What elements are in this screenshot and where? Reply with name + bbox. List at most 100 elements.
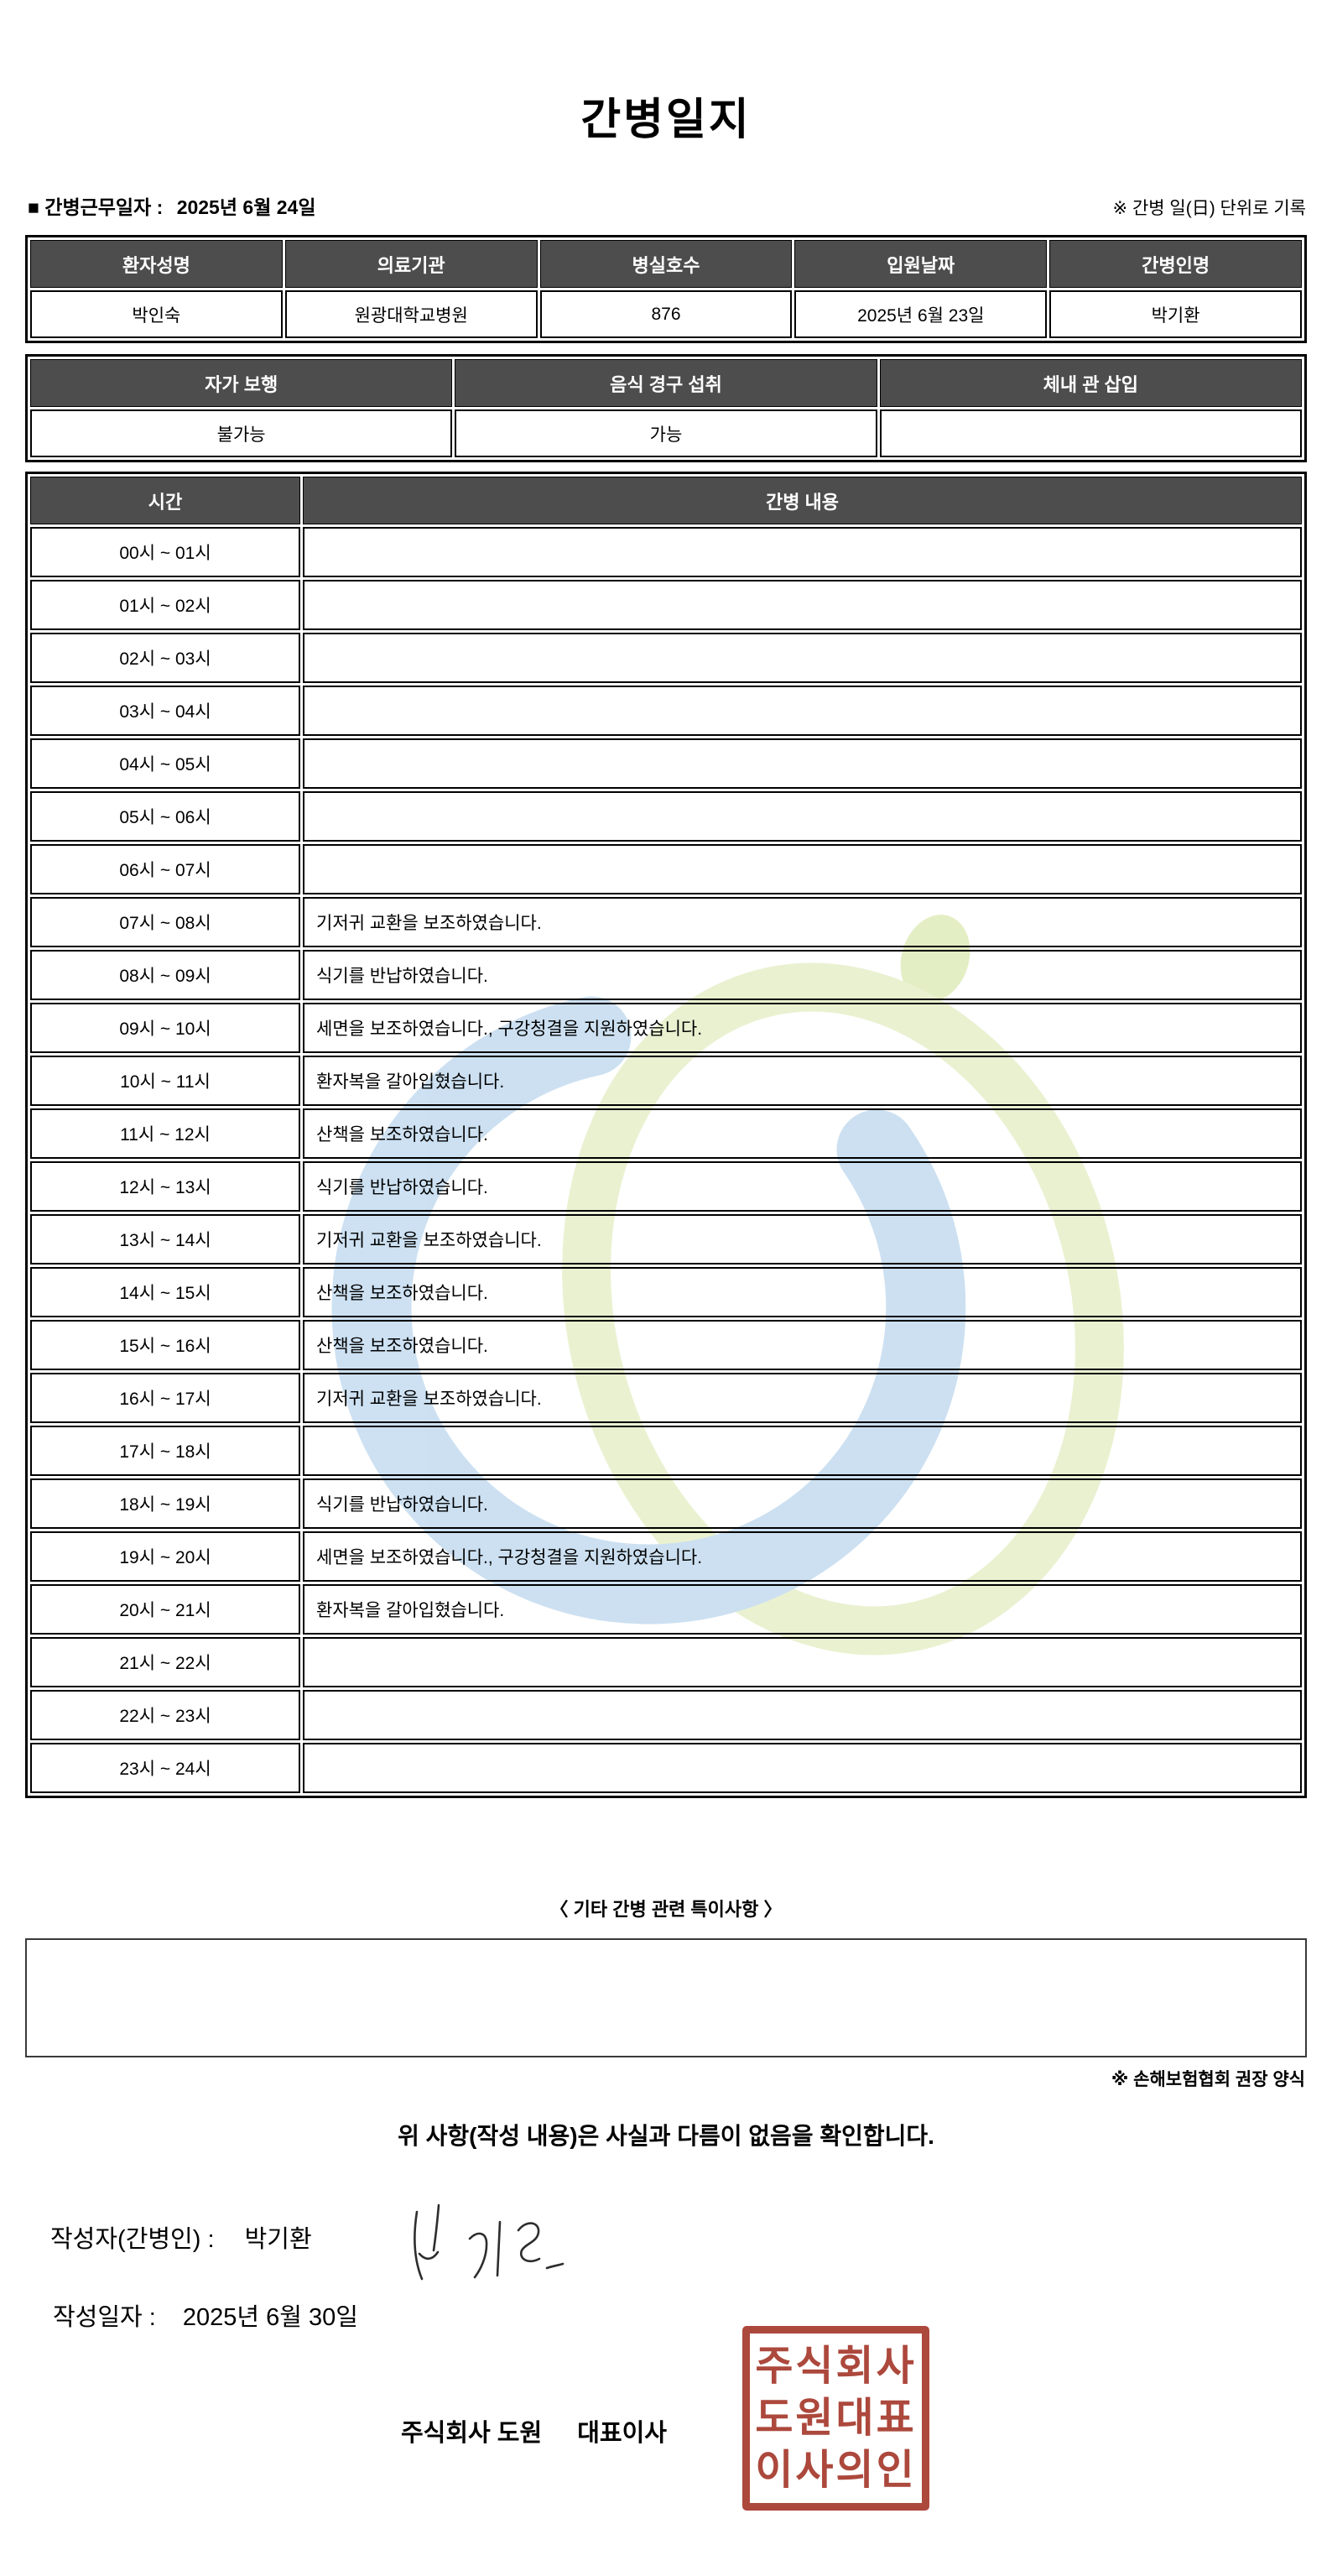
log-row: 12시 ~ 13시 식기를 반납하였습니다. [30,1161,1302,1212]
log-row: 10시 ~ 11시 환자복을 갈아입혔습니다. [30,1056,1302,1106]
log-time: 22시 ~ 23시 [30,1690,300,1740]
log-time: 14시 ~ 15시 [30,1267,300,1317]
log-content: 기저귀 교환을 보조하였습니다. [303,1373,1302,1423]
log-content: 세면을 보조하였습니다., 구강청결을 지원하였습니다. [303,1003,1302,1053]
log-row: 22시 ~ 23시 [30,1690,1302,1740]
log-row: 09시 ~ 10시 세면을 보조하였습니다., 구강청결을 지원하였습니다. [30,1003,1302,1053]
page-title: 간병일지 [580,96,752,144]
log-row: 11시 ~ 12시 산책을 보조하였습니다. [30,1108,1302,1159]
caregiver-name: 박기환 [1049,290,1302,338]
special-notes-title: 〈 기타 간병 관련 특이사항 〉 [549,1899,783,1920]
log-row: 04시 ~ 05시 [30,738,1302,789]
log-content: 식기를 반납하였습니다. [303,950,1302,1000]
log-content: 기저귀 교환을 보조하였습니다. [303,1214,1302,1265]
company-name: 주식회사 도원 [401,2420,543,2447]
log-row: 08시 ~ 09시 식기를 반납하였습니다. [30,950,1302,1000]
log-row: 17시 ~ 18시 [30,1426,1302,1476]
seal-line: 주식회사 [755,2344,917,2389]
log-time: 11시 ~ 12시 [30,1108,300,1159]
log-row: 07시 ~ 08시 기저귀 교환을 보조하였습니다. [30,897,1302,947]
log-row: 20시 ~ 21시 환자복을 갈아입혔습니다. [30,1584,1302,1635]
log-content [303,791,1302,842]
confirmation-statement: 위 사항(작성 내용)은 사실과 다름이 없음을 확인합니다. [398,2123,934,2149]
log-content: 환자복을 갈아입혔습니다. [303,1584,1302,1635]
meta-row: ■ 간병근무일자 : 2025년 6월 24일 ※ 간병 일(日) 단위로 기록 [28,191,1306,220]
special-notes-box [25,1938,1307,2057]
log-time: 08시 ~ 09시 [30,950,300,1000]
col-header-patient-name: 환자성명 [30,240,283,288]
col-header-care-content: 간병 내용 [303,477,1302,524]
log-time: 19시 ~ 20시 [30,1531,300,1582]
log-content [303,633,1302,683]
log-content: 식기를 반납하였습니다. [303,1161,1302,1212]
log-time: 03시 ~ 04시 [30,686,300,736]
log-time: 20시 ~ 21시 [30,1584,300,1635]
col-header-time: 시간 [30,477,300,524]
log-time: 21시 ~ 22시 [30,1637,300,1687]
work-date-value: 2025년 6월 24일 [176,196,316,218]
log-row: 18시 ~ 19시 식기를 반납하였습니다. [30,1478,1302,1529]
status-value-row: 불가능 가능 [30,409,1302,457]
log-time: 02시 ~ 03시 [30,633,300,683]
log-row: 23시 ~ 24시 [30,1743,1302,1793]
log-time: 17시 ~ 18시 [30,1426,300,1476]
log-time: 09시 ~ 10시 [30,1003,300,1053]
log-content [303,1690,1302,1740]
tube-insertion-value [879,409,1302,457]
log-time: 05시 ~ 06시 [30,791,300,842]
log-row: 19시 ~ 20시 세면을 보조하였습니다., 구강청결을 지원하였습니다. [30,1531,1302,1582]
written-date-line: 작성일자 : 2025년 6월 30일 [53,2297,358,2333]
log-content [303,1426,1302,1476]
log-row: 21시 ~ 22시 [30,1637,1302,1687]
author-name: 박기환 [244,2226,312,2253]
log-row: 03시 ~ 04시 [30,686,1302,736]
room-number: 876 [539,290,793,338]
col-header-admission-date: 입원날짜 [794,240,1048,288]
log-row: 06시 ~ 07시 [30,844,1302,894]
log-content [303,686,1302,736]
log-time: 06시 ~ 07시 [30,844,300,894]
col-header-hospital: 의료기관 [284,240,538,288]
log-header-row: 시간 간병 내용 [30,477,1302,524]
log-row: 00시 ~ 01시 [30,527,1302,577]
log-time: 04시 ~ 05시 [30,738,300,789]
log-time: 00시 ~ 01시 [30,527,300,577]
log-time: 16시 ~ 17시 [30,1373,300,1423]
written-date-label: 작성일자 : [53,2304,156,2331]
col-header-tube-insertion: 체내 관 삽입 [879,359,1302,407]
log-time: 07시 ~ 08시 [30,897,300,947]
admission-date: 2025년 6월 23일 [794,290,1048,338]
log-table-body: 00시 ~ 01시 01시 ~ 02시 02시 ~ 03시 03시 ~ 04시 04시 … [30,527,1302,1793]
unit-note: ※ 간병 일(日) 단위로 기록 [1112,199,1306,218]
care-log-table: 시간 간병 내용 00시 ~ 01시 01시 ~ 02시 02시 ~ 03시 03시 … [25,472,1307,1798]
ceo-title: 대표이사 [577,2420,667,2447]
log-content [303,1743,1302,1793]
patient-info-table: 환자성명 의료기관 병실호수 입원날짜 간병인명 박인숙 원광대학교병원 876… [25,235,1307,343]
col-header-caregiver-name: 간병인명 [1049,240,1302,288]
patient-status-table: 자가 보행 음식 경구 섭취 체내 관 삽입 불가능 가능 [25,354,1307,462]
col-header-oral-intake: 음식 경구 섭취 [455,359,877,407]
status-header-row: 자가 보행 음식 경구 섭취 체내 관 삽입 [30,359,1302,407]
log-content [303,1637,1302,1687]
log-time: 12시 ~ 13시 [30,1161,300,1212]
log-row: 13시 ~ 14시 기저귀 교환을 보조하였습니다. [30,1214,1302,1265]
log-content [303,527,1302,577]
written-date-value: 2025년 6월 30일 [182,2304,358,2331]
log-row: 14시 ~ 15시 산책을 보조하였습니다. [30,1267,1302,1317]
patient-value-row: 박인숙 원광대학교병원 876 2025년 6월 23일 박기환 [30,290,1302,338]
log-content: 산책을 보조하였습니다. [303,1267,1302,1317]
col-header-self-walking: 자가 보행 [30,359,453,407]
log-content: 식기를 반납하였습니다. [303,1478,1302,1529]
work-date-line: ■ 간병근무일자 : 2025년 6월 24일 [28,191,316,220]
seal-line: 이사의인 [755,2448,917,2493]
author-line: 작성자(간병인) : 박기환 [50,2219,312,2255]
log-time: 18시 ~ 19시 [30,1478,300,1529]
log-content: 산책을 보조하였습니다. [303,1320,1302,1370]
work-date-label: ■ 간병근무일자 : [28,196,164,218]
patient-name: 박인숙 [30,290,283,338]
col-header-room: 병실호수 [539,240,793,288]
log-row: 16시 ~ 17시 기저귀 교환을 보조하였습니다. [30,1373,1302,1423]
log-content: 세면을 보조하였습니다., 구강청결을 지원하였습니다. [303,1531,1302,1582]
log-time: 01시 ~ 02시 [30,580,300,630]
